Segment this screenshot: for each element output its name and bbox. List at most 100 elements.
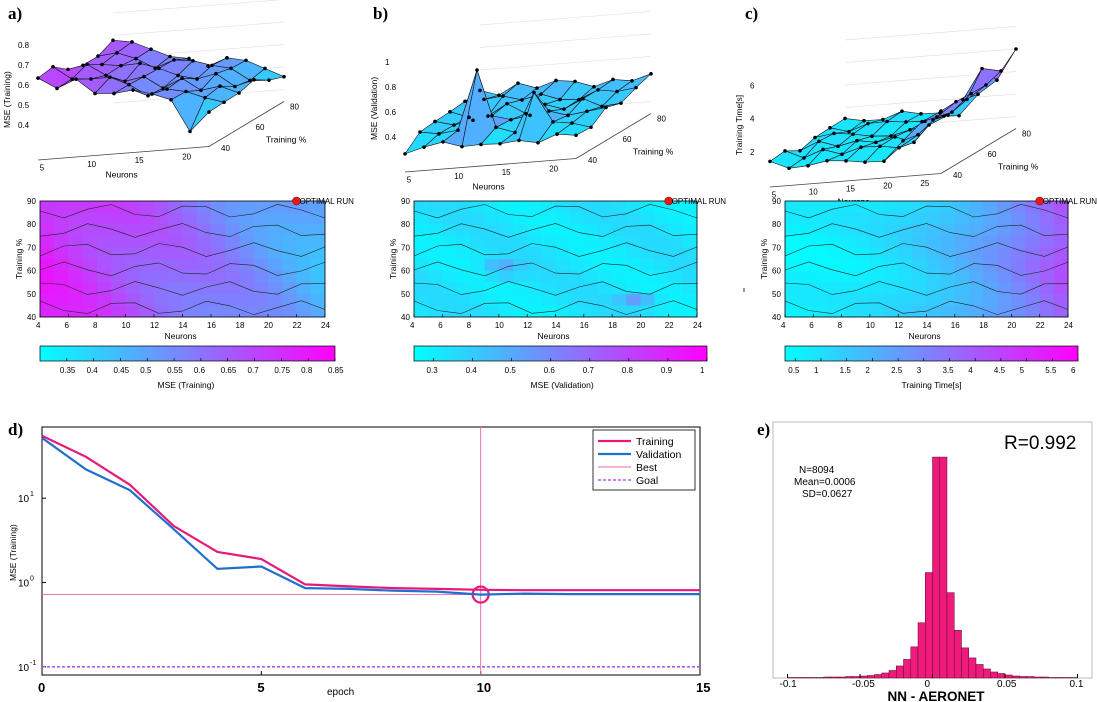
a-contour-cell [296, 305, 312, 318]
a-surface-node [149, 47, 153, 51]
c-contour-cell [968, 201, 984, 214]
c-surface-node [825, 159, 829, 163]
b-contour-cell [484, 224, 500, 237]
a-surface-node [146, 93, 150, 98]
a-contour-contour-line [39, 242, 326, 257]
a-surface-zlabel: MSE (Training) [2, 71, 12, 128]
c-contour-cell [912, 201, 927, 214]
c-contour-cell [1053, 293, 1069, 306]
c-contour-cell [884, 247, 899, 260]
c-contour-cell [827, 270, 843, 283]
a-contour-cell [40, 235, 55, 248]
b-contour-cell [640, 293, 656, 306]
c-contour-contour-line [784, 242, 1069, 257]
b-contour-cell [640, 247, 656, 260]
a-surface-node [237, 91, 241, 95]
a-contour-cell [40, 224, 55, 237]
b-contour-cell [555, 224, 571, 237]
a-surface-xtick: 20 [182, 152, 191, 161]
a-contour-cell [111, 212, 126, 225]
b-contour-cell [484, 212, 500, 225]
c-contour-cell [799, 305, 814, 318]
c-surface-node [912, 140, 916, 145]
b-contour-cell [442, 282, 457, 295]
a-contour-cell [82, 212, 98, 225]
b-contour-cell [668, 259, 684, 272]
d-series-validation [41, 437, 700, 596]
c-contour-cell [940, 293, 956, 306]
a-surface-node [66, 67, 70, 72]
b-contour-cell [484, 247, 500, 260]
a-contour-cell [268, 201, 283, 214]
c-surface-node [927, 123, 931, 127]
a-contour-cell [268, 305, 283, 318]
b-contour-cell [470, 259, 486, 272]
a-contour-cell [40, 201, 55, 214]
c-contour-cell [898, 247, 913, 260]
a-contour-cell [253, 282, 269, 295]
e-bar [1041, 676, 1049, 679]
a-contour-ytick: 80 [27, 220, 36, 229]
c-contour-cell [954, 224, 970, 237]
c-contour-cell [1011, 212, 1027, 225]
b-contour-cell [527, 270, 542, 283]
a-contour-contour-line [39, 223, 326, 238]
b-contour-cell [428, 293, 443, 306]
c-contour-colorbar-tick: 1 [814, 366, 819, 375]
c-surface-node [813, 135, 817, 140]
c-contour-cell [869, 282, 885, 295]
a-surface-node [263, 66, 267, 71]
a-contour-xlabel: Neurons [165, 331, 197, 341]
a-surface-node [195, 77, 199, 81]
b-contour-cell [513, 247, 528, 260]
b-contour-contour-line [413, 223, 698, 238]
e-bar [1004, 674, 1013, 679]
b-contour-cell [654, 259, 670, 272]
b-surface-node [649, 71, 653, 76]
c-contour-cell [827, 282, 843, 295]
c-contour-cell [1053, 270, 1069, 283]
b-contour-cell [597, 247, 613, 260]
c-surface-node [957, 113, 961, 118]
c-contour-xtick: 16 [951, 321, 960, 330]
a-surface-ztick: 0.6 [18, 81, 30, 90]
e-xtick: 0 [925, 679, 931, 690]
b-surface-node [471, 118, 475, 123]
b-contour-cell [597, 212, 613, 225]
a-surface-backgrid [112, 0, 283, 14]
a-contour-cell [154, 247, 169, 260]
c-contour-cell [968, 282, 984, 295]
a-contour-ytick: 60 [27, 267, 36, 276]
a-contour-cell [111, 235, 126, 248]
a-contour-cell [125, 224, 141, 237]
a-contour-cell [239, 270, 255, 283]
c-surface-node [881, 117, 885, 122]
b-surface-node [486, 114, 490, 118]
b-surface-node [581, 96, 585, 101]
a-contour-cell [211, 201, 226, 214]
b-contour-cell [442, 270, 457, 283]
c-contour-cell [983, 201, 998, 214]
c-contour-cell [799, 201, 814, 214]
a-surface-node [206, 64, 210, 69]
c-surface-node [942, 114, 946, 118]
a-surface-node [89, 77, 93, 81]
a-contour-cell [239, 212, 255, 225]
b-contour-cell [569, 201, 585, 214]
b-contour-cell [414, 247, 429, 260]
b-contour-cell [442, 235, 457, 248]
b-contour-cell [428, 247, 443, 260]
a-surface-node [282, 74, 286, 79]
a-surface-node [134, 56, 138, 61]
a-contour-cell [296, 212, 312, 225]
c-surface-node [939, 109, 943, 113]
c-contour-cell [827, 212, 843, 225]
e-bar [1012, 675, 1020, 679]
b-surface-node [535, 86, 539, 90]
b-contour-cell [456, 224, 472, 237]
b-contour-cell [498, 212, 514, 225]
b-contour-cell [626, 305, 641, 318]
b-surface-node [467, 115, 471, 120]
b-surface-yaxis [575, 113, 652, 159]
a-contour-xtick: 22 [293, 321, 302, 330]
